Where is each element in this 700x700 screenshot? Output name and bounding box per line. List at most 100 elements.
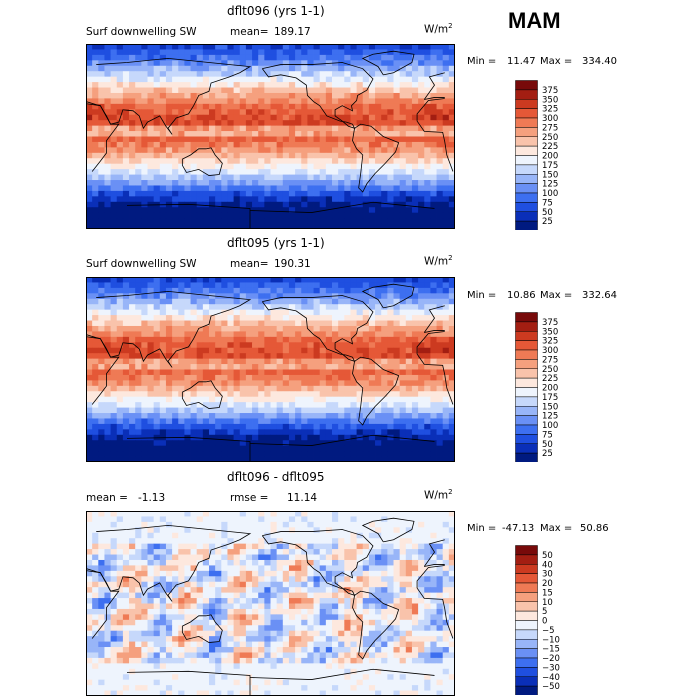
colorbar-box: [515, 648, 538, 659]
panel-1-min-label: Min =: [467, 56, 497, 67]
panel-3-units: W/m2: [424, 488, 453, 502]
colorbar-tick-label: −20: [542, 654, 560, 664]
colorbar-tick-label: 225: [542, 374, 558, 384]
panel-3-mean-label: mean =: [86, 492, 128, 504]
colorbar-tick-label: 100: [542, 421, 558, 431]
panel-2-mean-label: mean=: [230, 258, 269, 270]
colorbar-tick-label: 300: [542, 114, 558, 124]
map-frame: [86, 44, 455, 229]
colorbar-tick-label: 250: [542, 365, 558, 375]
panel-3-max-value: 50.86: [580, 523, 609, 534]
colorbar-box: [515, 349, 538, 360]
colorbar-box: [515, 415, 538, 426]
colorbar-tick-label: 125: [542, 180, 558, 190]
panel-2-colorbar: 3753503253002752502252001751501251007550…: [515, 312, 558, 462]
panel-1-title: dflt096 (yrs 1-1): [227, 4, 325, 18]
colorbar-box: [515, 211, 538, 222]
colorbar-box: [515, 601, 538, 612]
colorbar-box: [515, 620, 538, 631]
colorbar-box: [515, 99, 538, 109]
panel-1-mean-value: 189.17: [274, 26, 311, 38]
panel-2-variable: Surf downwelling SW: [86, 258, 197, 270]
panel-3-title: dflt096 - dflt095: [227, 470, 325, 484]
colorbar-box: [515, 667, 538, 678]
colorbar-box: [515, 202, 538, 213]
colorbar-tick-label: 175: [542, 393, 558, 403]
panel-1-mean-label: mean=: [230, 26, 269, 38]
colorbar-box: [515, 592, 538, 603]
colorbar-box: [515, 545, 538, 556]
colorbar-tick-label: 10: [542, 598, 553, 608]
panel-1-units: W/m2: [424, 22, 453, 36]
coastlines: [86, 283, 454, 462]
panel-2-title: dflt095 (yrs 1-1): [227, 236, 325, 250]
panel-2-max-value: 332.64: [582, 290, 617, 301]
colorbar-box: [515, 582, 538, 593]
coastlines: [86, 50, 454, 229]
colorbar-box: [515, 108, 538, 119]
map-field: [86, 277, 455, 462]
colorbar-tick-label: 75: [542, 198, 553, 208]
colorbar-tick-label: −5: [542, 626, 555, 636]
panel-3-rmse-label: rmse =: [230, 492, 269, 504]
colorbar-tick-label: 275: [542, 123, 558, 133]
colorbar-tick-label: 375: [542, 318, 558, 328]
panel-3-max-label: Max =: [540, 523, 573, 534]
colorbar-tick-label: −30: [542, 663, 560, 673]
colorbar-box: [515, 434, 538, 445]
colorbar-box: [515, 145, 538, 156]
colorbar-box: [515, 174, 538, 184]
colorbar-box: [515, 220, 538, 230]
panel-1-max-value: 334.40: [582, 56, 617, 67]
colorbar-box: [515, 573, 538, 584]
colorbar-tick-label: 275: [542, 355, 558, 365]
colorbar-box: [515, 424, 538, 435]
colorbar-box: [515, 359, 538, 370]
colorbar-box: [515, 331, 538, 341]
colorbar-tick-label: 150: [542, 170, 558, 180]
panel-3-units-base: W/m: [424, 489, 449, 502]
colorbar-box: [515, 321, 538, 332]
colorbar-tick-label: 40: [542, 560, 553, 570]
panel-2-min-label: Min =: [467, 290, 497, 301]
panel-3-rmse-value: 11.14: [287, 492, 318, 504]
colorbar-box: [515, 387, 538, 398]
colorbar-tick-label: 200: [542, 152, 558, 162]
season-label: MAM: [508, 8, 561, 33]
panel-2-max-label: Max =: [540, 290, 573, 301]
colorbar-tick-label: 175: [542, 161, 558, 171]
colorbar-box: [515, 183, 538, 194]
panel-1-variable: Surf downwelling SW: [86, 26, 197, 38]
colorbar-box: [515, 685, 538, 695]
panel-3-units-exp: 2: [448, 488, 453, 496]
panel-3-map: [86, 511, 455, 696]
panel-1-min-value: 11.47: [507, 56, 536, 67]
panel-2-units-base: W/m: [424, 255, 449, 268]
colorbar-box: [515, 136, 538, 147]
colorbar-tick-label: 5: [542, 607, 547, 617]
map-field: [86, 44, 455, 229]
colorbar-box: [515, 629, 538, 640]
colorbar-tick-label: 225: [542, 142, 558, 152]
map-frame: [86, 511, 455, 696]
colorbar-box: [515, 164, 538, 175]
panel-1-units-base: W/m: [424, 23, 449, 36]
colorbar-box: [515, 657, 538, 668]
colorbar-tick-label: 350: [542, 95, 558, 105]
colorbar-box: [515, 312, 538, 323]
colorbar-tick-label: 325: [542, 337, 558, 347]
colorbar-box: [515, 340, 538, 351]
colorbar-box: [515, 127, 538, 138]
coastlines: [86, 517, 454, 696]
colorbar-tick-label: 300: [542, 346, 558, 356]
panel-3-mean-value: -1.13: [138, 492, 166, 504]
colorbar-box: [515, 406, 538, 416]
colorbar-box: [515, 155, 538, 166]
panel-1-max-label: Max =: [540, 56, 573, 67]
colorbar-box: [515, 639, 538, 649]
colorbar-tick-label: 250: [542, 133, 558, 143]
colorbar-tick-label: 375: [542, 86, 558, 96]
colorbar-box: [515, 89, 538, 100]
colorbar-box: [515, 564, 538, 574]
